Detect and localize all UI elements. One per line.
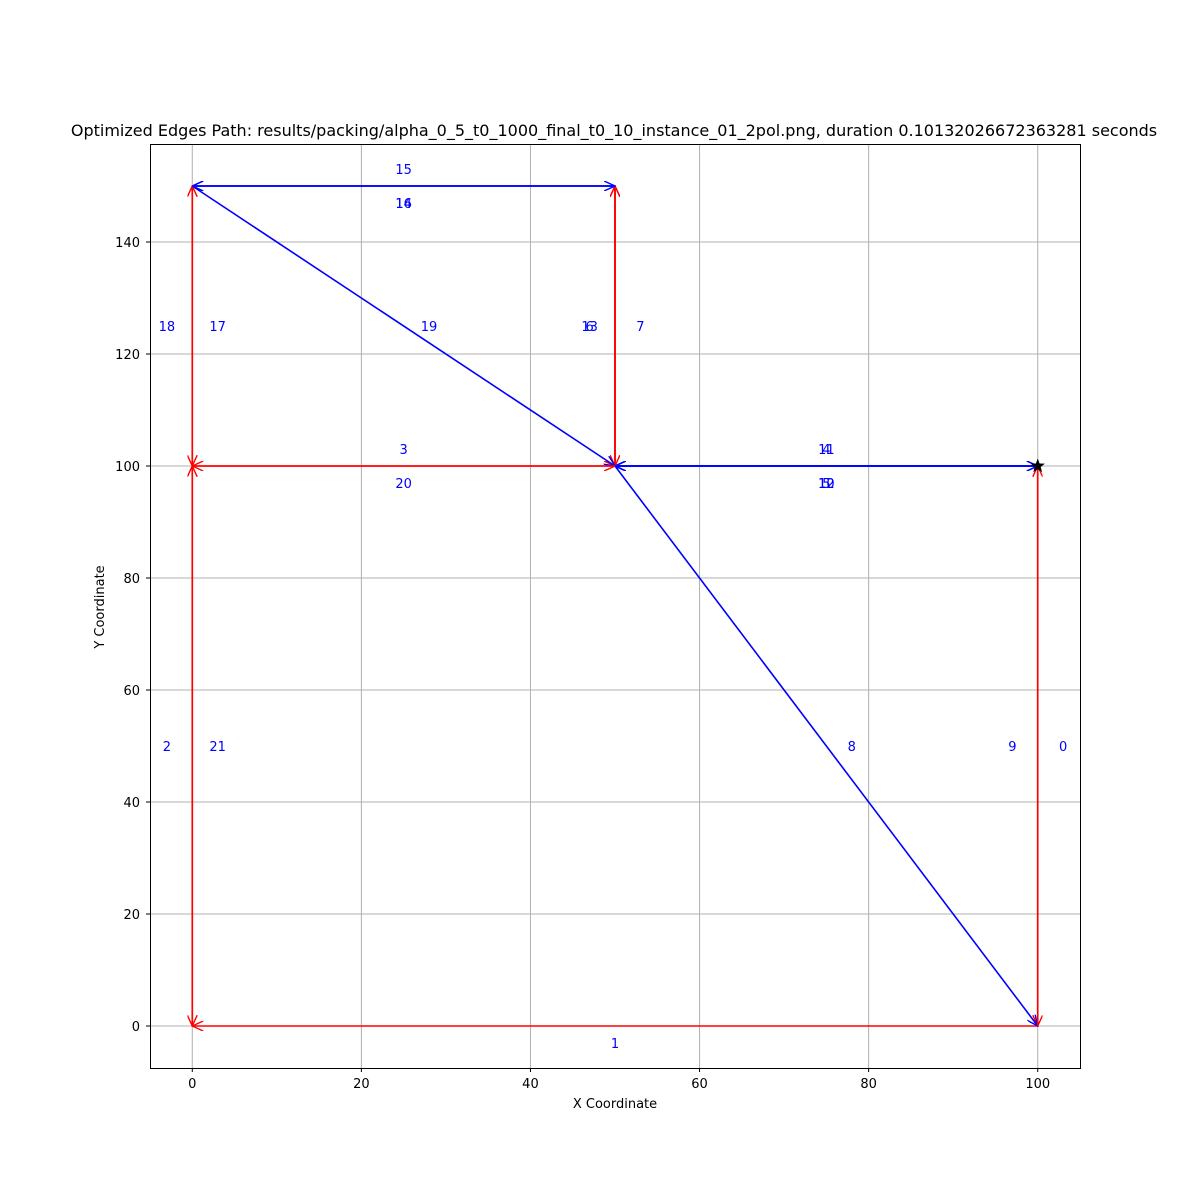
edge-label-20: 20	[395, 477, 412, 492]
edge-label-4: 4	[822, 443, 830, 458]
chart-title: Optimized Edges Path: results/packing/al…	[71, 121, 1157, 141]
x-tick-label: 60	[691, 1077, 708, 1092]
y-tick-label: 40	[123, 796, 140, 811]
y-tick-label: 100	[115, 460, 140, 475]
y-tick-label: 120	[115, 348, 140, 363]
edge-label-16: 16	[395, 197, 412, 212]
start-marker-layer	[1030, 458, 1045, 473]
y-tick-label: 140	[115, 236, 140, 251]
edge-label-3: 3	[399, 443, 407, 458]
edge-label-7: 7	[636, 320, 644, 335]
y-tick-label: 0	[132, 1020, 140, 1035]
y-tick-label: 20	[123, 908, 140, 923]
edge-label-15: 15	[395, 163, 412, 178]
edge-label-2: 2	[163, 740, 171, 755]
y-tick-label: 80	[123, 572, 140, 587]
plot-frame	[150, 144, 1081, 1069]
edge-label-12: 12	[818, 477, 835, 492]
edge-label-0: 0	[1059, 740, 1067, 755]
x-tick-label: 20	[353, 1077, 370, 1092]
edge-19	[191, 185, 615, 466]
x-axis-label: X Coordinate	[573, 1097, 657, 1112]
edge-paths	[192, 186, 1037, 1026]
edge-label-17: 17	[209, 320, 226, 335]
edge-8	[614, 465, 1038, 1026]
edge-label-18: 18	[159, 320, 176, 335]
edge-label-1: 1	[611, 1037, 619, 1052]
x-tick-label: 100	[1025, 1077, 1050, 1092]
x-tick-label: 40	[522, 1077, 539, 1092]
edge-label-9: 9	[1008, 740, 1016, 755]
x-tick-label: 80	[860, 1077, 877, 1092]
edge-label-8: 8	[848, 740, 856, 755]
edge-label-21: 21	[209, 740, 226, 755]
x-tick-label: 0	[188, 1077, 196, 1092]
edge-label-10: 10	[818, 477, 835, 492]
edge-label-6: 6	[585, 320, 593, 335]
edge-label-13: 13	[581, 320, 598, 335]
y-tick-label: 60	[123, 684, 140, 699]
y-axis-label: Y Coordinate	[93, 565, 108, 649]
edge-label-5: 5	[822, 477, 830, 492]
edge-label-19: 19	[421, 320, 438, 335]
edge-label-11: 11	[818, 443, 835, 458]
edge-label-14: 14	[395, 197, 412, 212]
start-star-marker	[1030, 458, 1045, 473]
